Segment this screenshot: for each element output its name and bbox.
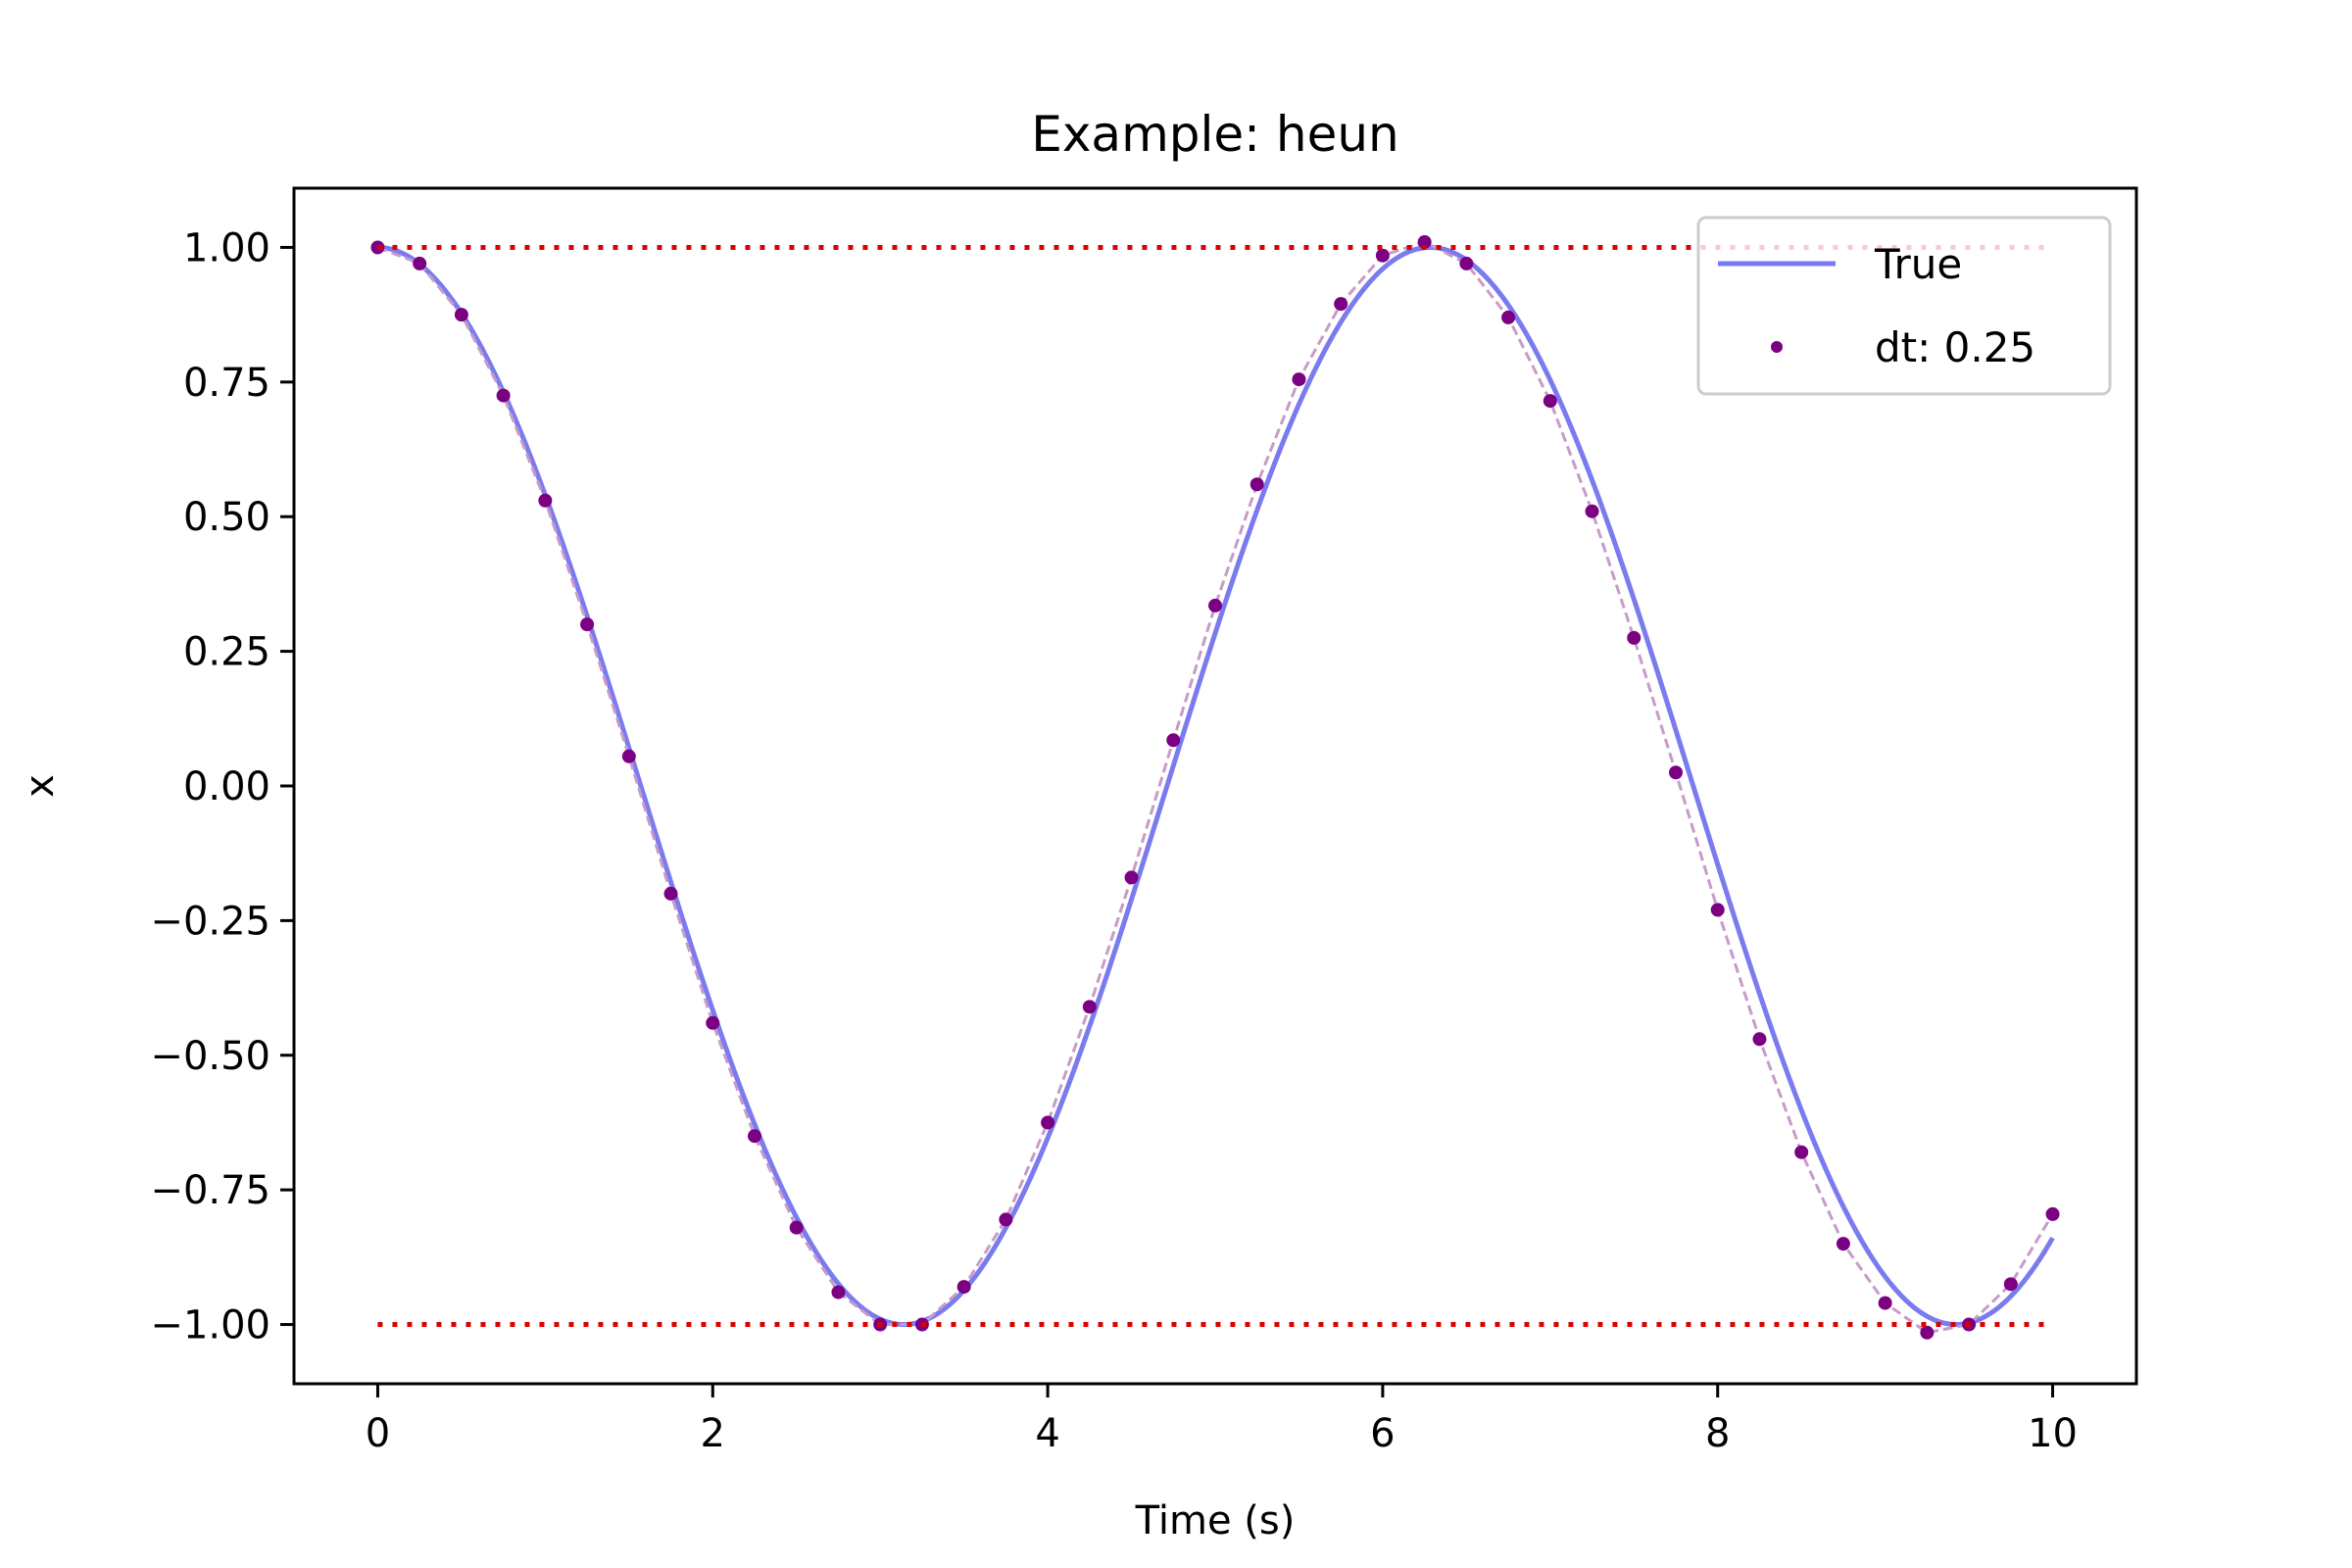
dt-point xyxy=(496,388,511,403)
dt-point xyxy=(748,1129,761,1144)
dt-point xyxy=(1501,310,1516,324)
y-tick-label: 0.00 xyxy=(183,764,270,809)
dt-point xyxy=(1292,372,1306,387)
chart-title: Example: heun xyxy=(1031,106,1399,163)
dt-point xyxy=(1878,1296,1892,1310)
dt-point xyxy=(621,749,636,763)
legend-dt-marker-swatch xyxy=(1771,341,1783,353)
y-tick-label: 0.50 xyxy=(183,495,270,540)
dt-point xyxy=(1082,1000,1097,1014)
dt-point xyxy=(1585,504,1599,518)
dt-point xyxy=(1459,256,1474,270)
y-tick-label: −0.25 xyxy=(150,899,270,944)
dt-point xyxy=(1920,1325,1935,1340)
dt-point xyxy=(1627,630,1642,645)
x-tick-label: 0 xyxy=(366,1411,390,1456)
dt-point xyxy=(1710,903,1725,917)
legend-label-dt: dt: 0.25 xyxy=(1875,323,2035,371)
dt-point xyxy=(1794,1145,1809,1159)
dt-point xyxy=(413,256,427,270)
dt-point xyxy=(1669,765,1683,780)
dt-point xyxy=(956,1280,971,1295)
dt-point xyxy=(2045,1206,2060,1221)
x-axis-label: Time (s) xyxy=(1135,1498,1296,1544)
dt-point xyxy=(580,617,595,632)
y-tick-label: −0.75 xyxy=(150,1168,270,1213)
dt-point xyxy=(1166,733,1181,748)
dt-point xyxy=(2003,1277,2018,1292)
y-axis-label: x xyxy=(18,774,63,798)
axis-ticks: 0 2 4 6 8 10 1.00 0.75 0.50 0.25 0.00 −0.25 −0.50 −0.… xyxy=(150,225,2078,1456)
y-tick-label: 1.00 xyxy=(183,225,270,270)
x-tick-label: 8 xyxy=(1705,1411,1730,1456)
plot-area xyxy=(370,234,2060,1340)
dt-point xyxy=(1250,477,1264,492)
dt-point xyxy=(1124,870,1139,885)
y-tick-label: 0.75 xyxy=(183,361,270,406)
dt-point xyxy=(1543,394,1557,409)
dt-point xyxy=(1836,1237,1850,1251)
dt-point xyxy=(1417,234,1432,249)
legend: True dt: 0.25 xyxy=(1696,216,2112,396)
legend-label-true: True xyxy=(1874,240,1962,288)
dt-point xyxy=(1375,248,1390,263)
x-tick-label: 2 xyxy=(701,1411,725,1456)
dt-point xyxy=(831,1285,846,1299)
dt-point xyxy=(1334,297,1348,312)
x-tick-label: 6 xyxy=(1370,1411,1395,1456)
dt-point xyxy=(789,1220,804,1235)
axes-frame xyxy=(292,186,2138,1386)
dt-point xyxy=(706,1015,720,1030)
y-tick-label: −1.00 xyxy=(150,1303,270,1348)
dt-point xyxy=(454,308,468,322)
true-solution-line xyxy=(377,244,2055,1328)
x-tick-label: 10 xyxy=(2028,1411,2078,1456)
dt-point xyxy=(663,886,678,901)
y-tick-label: 0.25 xyxy=(183,630,270,675)
dt-point xyxy=(1041,1115,1055,1130)
x-tick-label: 4 xyxy=(1035,1411,1059,1456)
dt-point xyxy=(1208,598,1222,612)
dt-connector-line xyxy=(376,240,2054,1335)
dt-point xyxy=(999,1212,1013,1227)
dt-point xyxy=(1752,1032,1767,1047)
y-tick-label: −0.50 xyxy=(150,1034,270,1079)
dt-point xyxy=(538,493,553,508)
